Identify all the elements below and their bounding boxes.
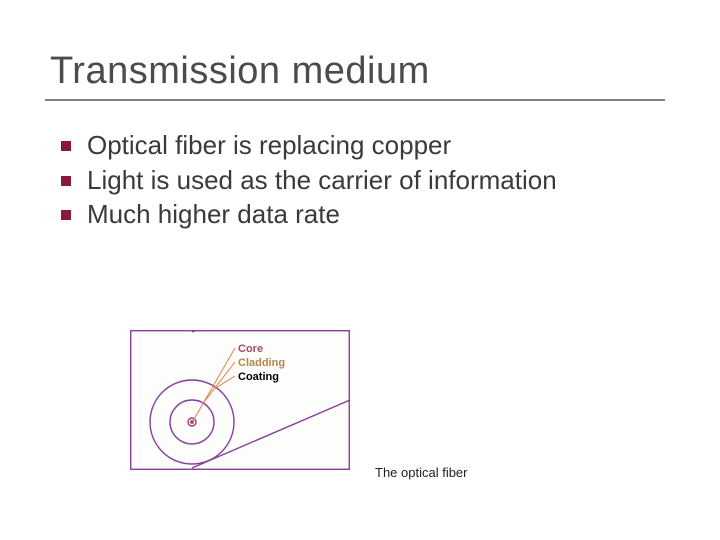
label-core: Core bbox=[238, 343, 263, 355]
slide-title: Transmission medium bbox=[50, 50, 665, 93]
bullet-list: Optical fiber is replacing copper Light … bbox=[55, 129, 665, 231]
bullet-marker-icon bbox=[61, 210, 71, 220]
bullet-item: Light is used as the carrier of informat… bbox=[57, 164, 665, 197]
fiber-diagram-svg: Core Cladding Coating bbox=[130, 330, 350, 470]
diagram-caption: The optical fiber bbox=[375, 465, 468, 480]
bullet-text: Light is used as the carrier of informat… bbox=[87, 165, 557, 195]
bullet-item: Optical fiber is replacing copper bbox=[57, 129, 665, 162]
label-coating: Coating bbox=[238, 371, 279, 383]
fiber-diagram: Core Cladding Coating bbox=[130, 330, 350, 470]
bullet-item: Much higher data rate bbox=[57, 198, 665, 231]
slide: Transmission medium Optical fiber is rep… bbox=[0, 0, 720, 540]
bullet-marker-icon bbox=[61, 141, 71, 151]
label-cladding: Cladding bbox=[238, 357, 285, 369]
title-underline bbox=[45, 99, 665, 101]
bullet-text: Optical fiber is replacing copper bbox=[87, 130, 451, 160]
bullet-text: Much higher data rate bbox=[87, 199, 340, 229]
bullet-marker-icon bbox=[61, 176, 71, 186]
